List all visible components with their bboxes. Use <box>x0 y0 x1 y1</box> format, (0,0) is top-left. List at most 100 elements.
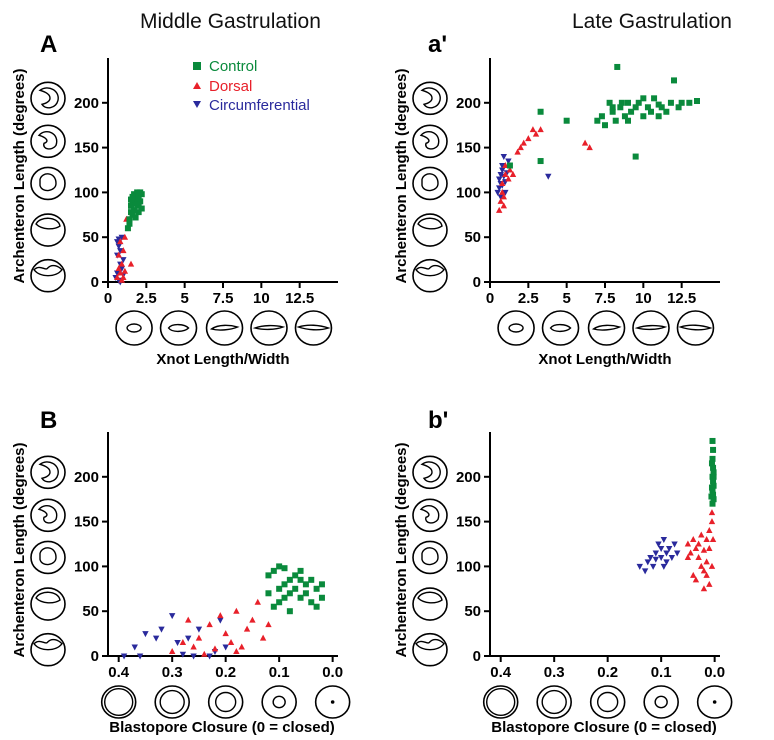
point-control <box>134 201 141 208</box>
y-tick-label: 200 <box>456 95 481 112</box>
y-tick-label: 150 <box>74 514 99 531</box>
x-axis-label: Xnot Length/Width <box>156 351 289 368</box>
point-control <box>709 455 716 462</box>
point-dorsal <box>118 260 125 267</box>
y-axis-label: Archenteron Length (degrees) <box>393 442 410 657</box>
point-control <box>138 205 145 212</box>
point-circumferential <box>222 644 229 651</box>
point-circumferential <box>655 541 662 548</box>
point-dorsal <box>206 621 213 628</box>
archenteron-100-icon <box>412 166 448 201</box>
x-tick-label: 0.4 <box>108 664 130 681</box>
point-control <box>124 225 131 232</box>
point-circumferential <box>114 270 121 277</box>
point-dorsal <box>222 630 229 637</box>
panel-B: B 0 50 100 150 200 0.4 0.3 0.2 0.1 0.0 Archenteron … <box>11 407 351 736</box>
point-control <box>265 572 272 579</box>
point-circumferential <box>136 653 144 660</box>
point-control <box>308 599 315 606</box>
point-control <box>709 437 716 444</box>
point-dorsal <box>499 188 506 195</box>
point-control <box>708 493 715 500</box>
y-tick-label: 200 <box>74 95 99 112</box>
point-control <box>710 478 717 485</box>
point-control <box>628 108 635 115</box>
point-control <box>612 117 619 124</box>
point-dorsal <box>117 269 124 276</box>
blastopore-0.3-icon <box>536 685 572 719</box>
point-dorsal <box>586 144 593 151</box>
point-dorsal <box>692 544 700 551</box>
point-dorsal <box>243 625 251 632</box>
point-control <box>126 220 133 227</box>
point-dorsal <box>185 616 192 623</box>
point-dorsal <box>259 634 267 641</box>
y-tick-label: 0 <box>473 274 481 291</box>
point-dorsal <box>120 247 127 254</box>
panel-label: b' <box>428 407 448 434</box>
point-control <box>135 192 142 199</box>
archenteron-100-icon <box>30 540 66 575</box>
point-control <box>286 590 293 597</box>
y-tick-label: 100 <box>74 558 99 575</box>
point-dorsal <box>517 144 524 151</box>
xnot-shape-3-icon <box>587 310 626 346</box>
point-control <box>281 565 288 572</box>
y-tick-label: 0 <box>91 274 99 291</box>
point-circumferential <box>652 550 660 557</box>
y-tick-label: 150 <box>456 140 481 157</box>
y-tick-label: 100 <box>456 558 481 575</box>
blastopore-0.0-icon <box>314 685 351 719</box>
point-control <box>609 108 616 115</box>
point-circumferential <box>674 550 681 557</box>
point-control <box>606 99 613 106</box>
point-dorsal <box>708 509 716 516</box>
archenteron-50-icon <box>412 213 448 247</box>
x-tick-label: 0.4 <box>490 664 512 681</box>
point-circumferential <box>647 554 654 561</box>
point-control <box>648 108 654 115</box>
point-circumferential <box>505 158 512 165</box>
blastopore-0.0-icon <box>696 685 733 719</box>
blastopore-0.4-icon <box>482 685 519 719</box>
point-dorsal <box>190 643 197 650</box>
archenteron-0-icon <box>30 632 66 667</box>
point-control <box>297 567 304 574</box>
archenteron-100-icon <box>30 166 66 201</box>
point-dorsal <box>700 546 708 553</box>
point-circumferential <box>117 248 124 255</box>
y-tick-label: 100 <box>74 184 99 201</box>
y-tick-label: 100 <box>456 184 481 201</box>
point-control <box>710 473 717 480</box>
x-tick-label: 7.5 <box>213 290 234 307</box>
point-circumferential <box>641 568 649 575</box>
point-dorsal <box>115 251 122 258</box>
point-dorsal <box>121 233 129 240</box>
blastopore-0.4-icon <box>100 685 137 719</box>
point-control <box>644 104 651 111</box>
point-control <box>137 198 144 205</box>
x-tick-label: 0.3 <box>544 664 565 681</box>
y-tick-label: 50 <box>82 603 99 620</box>
archenteron-200-icon <box>30 81 66 116</box>
archenteron-50-icon <box>30 587 66 621</box>
point-dorsal <box>692 576 700 583</box>
point-control <box>134 189 141 196</box>
point-circumferential <box>660 563 668 570</box>
y-tick-label: 150 <box>74 140 99 157</box>
archenteron-0-icon <box>412 258 448 293</box>
point-dorsal <box>114 274 121 281</box>
point-dorsal <box>690 536 697 543</box>
point-control <box>598 113 605 120</box>
point-control <box>132 214 139 221</box>
point-circumferential <box>663 559 670 566</box>
point-dorsal <box>520 139 527 146</box>
point-control <box>640 95 647 102</box>
point-circumferential <box>496 176 503 183</box>
panel-A: A 0 50 100 150 200 0 2.5 5 7.5 10 12.5 Archenteron L… <box>11 31 338 368</box>
header-late-gastrulation: Late Gastrulation <box>572 10 732 33</box>
point-control <box>609 104 616 111</box>
point-dorsal <box>695 540 702 547</box>
point-dorsal <box>706 527 713 534</box>
point-dorsal <box>509 170 517 177</box>
